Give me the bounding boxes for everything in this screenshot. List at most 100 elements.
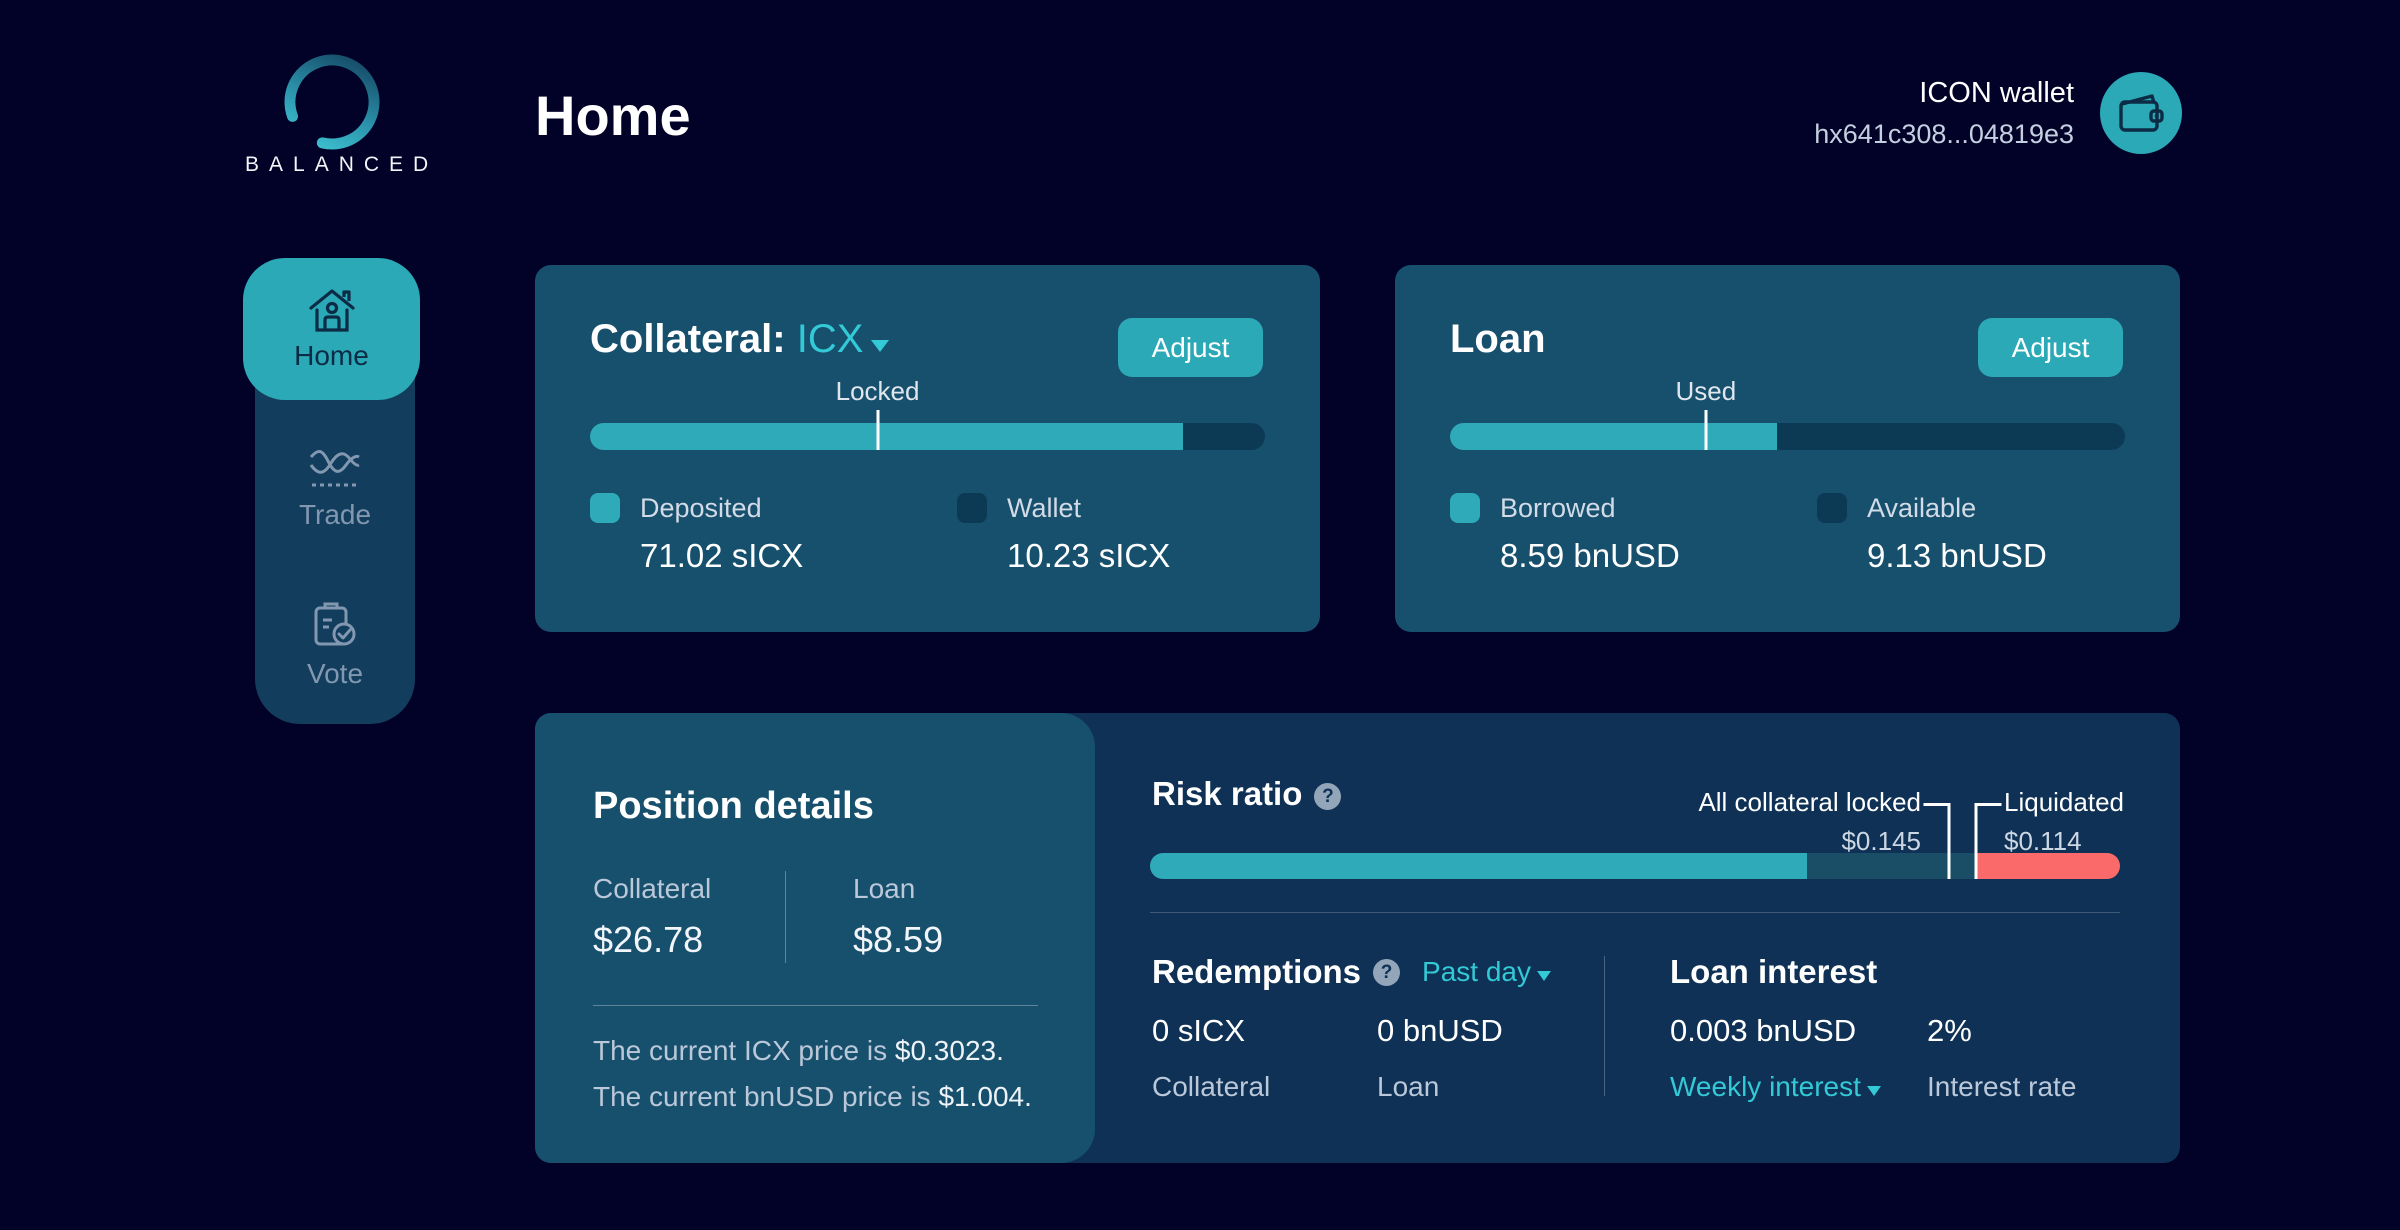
divider	[1150, 912, 2120, 913]
vote-icon	[314, 602, 356, 646]
stat-label: Collateral	[1152, 1071, 1271, 1102]
legend-value: 8.59 bnUSD	[1500, 537, 1680, 574]
risk-ratio-meter: All collateral locked $0.145 Liquidated …	[1150, 787, 2124, 879]
sidebar-item-label: Home	[294, 340, 369, 371]
divider	[1604, 956, 1605, 1096]
collateral-locked-tick	[876, 410, 880, 450]
position-details-title: Position details	[593, 785, 874, 827]
redemptions-range-dropdown[interactable]: Past day	[1422, 956, 1551, 988]
logo-arc-icon	[284, 54, 380, 150]
risk-ratio-title-text: Risk ratio	[1152, 775, 1303, 812]
collateral-asset-dropdown[interactable]: ICX	[797, 317, 890, 361]
legend-label: Deposited	[640, 493, 762, 523]
wallet-chip	[957, 493, 987, 523]
stat-label: Collateral	[593, 873, 712, 904]
stat-value: 0.003 bnUSD	[1670, 1013, 1857, 1048]
legend-value: 9.13 bnUSD	[1867, 537, 2047, 574]
sidebar-item-trade[interactable]: Trade	[255, 445, 415, 531]
range-label: Past day	[1422, 956, 1531, 987]
loan-adjust-button[interactable]: Adjust	[1978, 318, 2123, 377]
wallet-widget[interactable]: ICON wallet hx641c308...04819e3	[1814, 72, 2182, 154]
stat-label: Weekly interest	[1670, 1071, 1861, 1102]
risk-fill-segment	[1150, 853, 1807, 879]
note-value: $1.004.	[938, 1081, 1032, 1112]
liquidated-note: Liquidated $0.114	[2004, 787, 2124, 857]
deposited-chip	[590, 493, 620, 523]
legend-label: Available	[1867, 493, 1977, 523]
loan-interest-rate-stat: 2% Interest rate	[1927, 1013, 2076, 1103]
stat-value: 0 sICX	[1152, 1013, 1246, 1048]
chevron-down-icon	[1866, 1086, 1881, 1096]
stat-value: 2%	[1927, 1013, 1972, 1048]
marker-value: $0.114	[2004, 826, 2082, 856]
loan-interest-weekly-stat: 0.003 bnUSD Weekly interest	[1670, 1013, 1881, 1103]
risk-danger-segment	[1976, 853, 2120, 879]
sidebar-item-label: Vote	[306, 658, 364, 689]
redemptions-loan-stat: 0 bnUSD Loan	[1377, 1013, 1503, 1103]
stat-value: $8.59	[853, 919, 944, 960]
position-loan-stat: Loan $8.59	[853, 873, 943, 961]
collateral-title: Collateral: ICX	[590, 317, 890, 362]
trade-icon	[309, 450, 360, 487]
note-value: $0.3023.	[894, 1035, 1004, 1066]
liquidated-tick	[1974, 803, 2002, 879]
redemptions-header: Redemptions ? Past day	[1152, 953, 1551, 991]
position-collateral-stat: Collateral $26.78	[593, 873, 711, 961]
marker-value: $0.145	[1841, 826, 1921, 856]
page-title: Home	[535, 84, 691, 147]
weekly-interest-dropdown[interactable]: Weekly interest	[1670, 1071, 1881, 1102]
stat-label: Loan	[853, 873, 916, 904]
wallet-address: hx641c308...04819e3	[1814, 118, 2074, 149]
marker-label: All collateral locked	[1698, 787, 1921, 817]
redemptions-collateral-stat: 0 sICX Collateral	[1152, 1013, 1270, 1103]
all-collateral-locked-note: All collateral locked $0.145	[1698, 787, 1921, 857]
legend-value: 10.23 sICX	[1007, 537, 1171, 574]
chevron-down-icon	[871, 340, 890, 352]
redemptions-title: Redemptions	[1152, 953, 1362, 990]
wallet-button[interactable]	[2100, 72, 2182, 154]
borrowed-chip	[1450, 493, 1480, 523]
logo-wordmark: BALANCED	[245, 153, 439, 176]
redemptions-help-icon[interactable]: ?	[1373, 958, 1401, 986]
chevron-down-icon	[1536, 971, 1551, 981]
collateral-adjust-button[interactable]: Adjust	[1118, 318, 1263, 377]
loan-card: Loan Adjust Used Borrowed 8.59 bnUSD Ava…	[1395, 265, 2180, 632]
position-details-card: Position details Collateral $26.78 Loan …	[535, 713, 1095, 1163]
wallet-name: ICON wallet	[1919, 76, 2074, 109]
loan-used-label: Used	[1675, 376, 1737, 406]
icx-price-note: The current ICX price is $0.3023.	[593, 1035, 1004, 1067]
collateral-card: Collateral: ICX Adjust Locked Deposited …	[535, 265, 1320, 632]
collateral-asset: ICX	[796, 317, 864, 361]
loan-interest-title: Loan interest	[1670, 953, 1878, 990]
legend-value: 71.02 sICX	[640, 537, 804, 574]
collateral-title-text: Collateral:	[590, 317, 786, 361]
loan-used-tick	[1704, 410, 1708, 450]
divider	[785, 871, 786, 963]
sidebar-item-label: Trade	[298, 499, 372, 530]
collateral-meter-fill	[590, 423, 1184, 450]
note-text: The current bnUSD price is	[593, 1081, 939, 1112]
collateral-locked-label: Locked	[835, 376, 920, 406]
collateral-meter: Locked	[590, 376, 1265, 450]
loan-title: Loan	[1450, 317, 1546, 361]
available-chip	[1817, 493, 1847, 523]
risk-help-icon[interactable]: ?	[1314, 783, 1342, 810]
loan-meter: Used	[1450, 376, 2125, 450]
note-text: The current ICX price is	[593, 1035, 895, 1066]
legend-label: Borrowed	[1500, 493, 1616, 523]
wallet-icon	[2119, 94, 2164, 132]
stat-label: Interest rate	[1927, 1071, 2077, 1102]
loan-meter-fill	[1450, 423, 1777, 450]
sidebar-item-home[interactable]: Home	[243, 258, 420, 400]
position-panel: Position details Collateral $26.78 Loan …	[535, 713, 2180, 1163]
balanced-logo[interactable]: BALANCED	[245, 50, 428, 176]
stat-value: 0 bnUSD	[1377, 1013, 1503, 1048]
stat-value: $26.78	[593, 919, 704, 960]
stat-label: Loan	[1377, 1071, 1440, 1102]
divider	[593, 1005, 1038, 1006]
risk-ratio-title: Risk ratio?	[1152, 775, 1342, 813]
legend-label: Wallet	[1007, 493, 1082, 523]
home-icon	[308, 289, 355, 332]
sidebar-item-vote[interactable]: Vote	[255, 600, 415, 690]
